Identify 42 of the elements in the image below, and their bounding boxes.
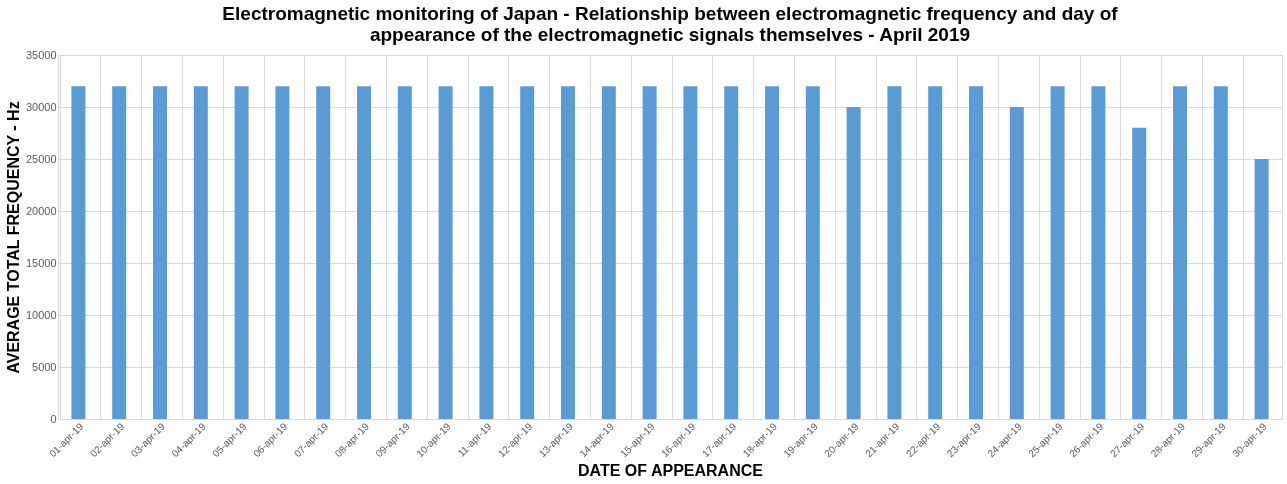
- bar: [153, 86, 167, 419]
- y-tick-label: 35000: [25, 48, 57, 61]
- bar: [887, 86, 902, 419]
- bar: [601, 86, 616, 419]
- y-tick-label: 30000: [25, 100, 57, 113]
- bar: [928, 86, 943, 419]
- bar: [397, 86, 412, 419]
- bar: [846, 107, 861, 419]
- y-tick-label: 5000: [32, 360, 57, 373]
- bar: [561, 86, 575, 419]
- bar: [805, 86, 820, 419]
- bar: [193, 86, 208, 419]
- bar: [112, 86, 127, 419]
- bar: [642, 86, 657, 419]
- bar: [683, 86, 698, 419]
- bar: [275, 86, 290, 419]
- y-tick-label: 25000: [25, 152, 57, 165]
- bar: [520, 86, 535, 419]
- y-tick-label: 10000: [25, 308, 57, 321]
- bar: [438, 86, 453, 419]
- bar: [357, 86, 371, 419]
- bar: [1173, 86, 1187, 419]
- y-axis-title: AVERAGE TOTAL FREQUENCY - Hz: [4, 101, 22, 374]
- bar: [1009, 107, 1024, 419]
- bar: [1050, 86, 1065, 419]
- bar: [71, 86, 86, 419]
- text: Electromagnetic monitoring of Japan - Relationship between electromagnetic frequency and day of: [222, 3, 1118, 24]
- x-axis-title: DATE OF APPEARANCE: [578, 462, 764, 480]
- bar: [1132, 127, 1147, 419]
- bar: [1091, 86, 1106, 419]
- y-tick-label: 20000: [25, 204, 57, 217]
- bar: [969, 86, 983, 419]
- bar: [479, 86, 494, 419]
- text: appearance of the electromagnetic signals themselves - April 2019: [369, 24, 971, 45]
- bar: [724, 86, 739, 419]
- y-tick-label: 15000: [25, 256, 57, 269]
- bar: [1254, 159, 1269, 419]
- bar: [1213, 86, 1228, 419]
- bar: [316, 86, 331, 419]
- bar: [765, 86, 779, 419]
- bar: [234, 86, 249, 419]
- y-tick-label: 0: [50, 412, 57, 425]
